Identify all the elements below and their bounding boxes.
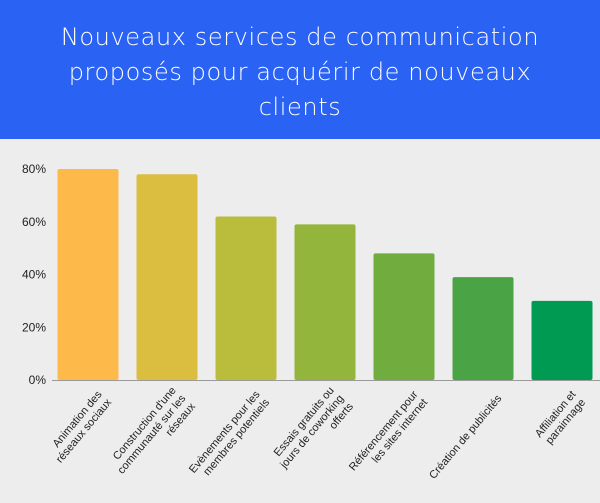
x-tick-label-line: Référencement pour	[347, 389, 421, 474]
bar	[531, 300, 593, 380]
bar-chart: 0% 20% 40% 60% 80% Animation desréseaux soci…	[22, 162, 600, 484]
y-tick-label: 0%	[29, 373, 47, 387]
bars	[57, 169, 593, 380]
bar	[215, 216, 277, 380]
bar	[373, 253, 435, 380]
x-axis-labels: Animation desréseaux sociauxConstruction…	[44, 384, 589, 484]
y-tick-label: 60%	[22, 215, 46, 229]
bar	[294, 224, 356, 380]
y-tick-label: 20%	[22, 320, 46, 334]
x-tick-label: Construction d'unecommunauté sur lesrése…	[106, 384, 198, 484]
bar	[57, 169, 119, 380]
title-banner: Nouveaux services de communication propo…	[0, 0, 600, 139]
x-tick-label: Essais gratuits oujours de coworkingoffe…	[268, 384, 356, 479]
y-tick-label: 80%	[22, 162, 46, 176]
x-tick-label: Evènements pour lesmembres potentiels	[187, 388, 273, 483]
x-tick-label-line: Evènements pour les	[187, 388, 263, 475]
x-tick-label: Création de publicités	[427, 392, 505, 481]
bar	[452, 277, 514, 380]
x-tick-label: Animation desréseaux sociaux	[44, 388, 114, 465]
chart-title: Nouveaux services de communication propo…	[60, 23, 540, 121]
y-tick-label: 40%	[22, 268, 46, 282]
chart-area: 0% 20% 40% 60% 80% Animation desréseaux soci…	[0, 139, 600, 503]
bar	[136, 174, 198, 380]
x-tick-label-line: Création de publicités	[427, 392, 505, 481]
x-tick-label: Affiliation etparainnage	[533, 389, 588, 448]
y-axis: 0% 20% 40% 60% 80%	[22, 162, 46, 387]
x-tick-label: Référencement pourles sites internet	[347, 389, 430, 482]
